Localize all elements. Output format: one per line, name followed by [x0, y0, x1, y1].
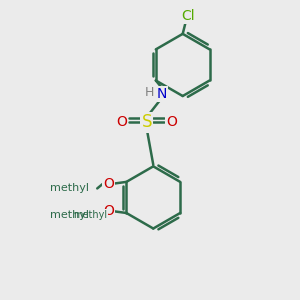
- Text: methyl: methyl: [73, 210, 107, 220]
- Text: O: O: [167, 115, 177, 129]
- Text: S: S: [142, 113, 152, 131]
- Text: H: H: [144, 85, 154, 99]
- Text: O: O: [116, 115, 127, 129]
- Text: methyl: methyl: [50, 183, 89, 194]
- Text: N: N: [156, 87, 167, 101]
- Text: methyl: methyl: [50, 210, 89, 220]
- Text: O: O: [103, 204, 114, 218]
- Text: Cl: Cl: [181, 9, 194, 23]
- Text: O: O: [103, 176, 114, 190]
